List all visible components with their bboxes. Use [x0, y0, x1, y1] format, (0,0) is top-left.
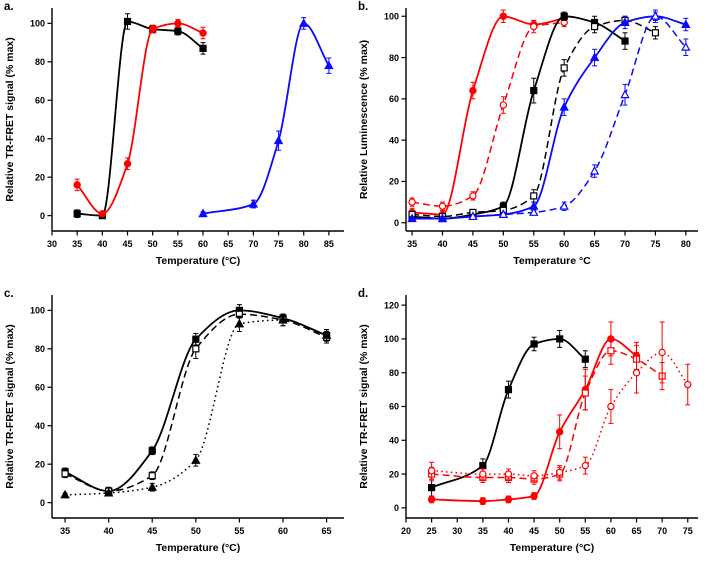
svg-text:70: 70	[620, 239, 630, 249]
svg-text:20: 20	[389, 177, 399, 187]
svg-text:55: 55	[580, 526, 590, 536]
svg-text:30: 30	[452, 526, 462, 536]
panel-a: a. 30 35 40 45 50 55 60 65 70 75 80 85 0 20 40 60 80 100 T…	[0, 0, 354, 287]
svg-text:35: 35	[407, 239, 417, 249]
svg-text:70: 70	[657, 526, 667, 536]
svg-text:0: 0	[40, 498, 45, 508]
svg-text:30: 30	[47, 239, 57, 249]
svg-text:100: 100	[384, 334, 399, 344]
svg-text:Temperature (°C): Temperature (°C)	[156, 255, 241, 267]
svg-text:40: 40	[104, 526, 114, 536]
panel-b: b. 35 40 45 50 55 60 65 70 75 80 0 20 40 60 80 100 Tempe…	[354, 0, 708, 287]
svg-text:50: 50	[191, 526, 201, 536]
svg-text:35: 35	[478, 526, 488, 536]
panel-b-label: b.	[358, 1, 369, 13]
panel-d: d. 20 25 30 35 40 45 50 55 60 65 70 75 0 20 40 60 80 100 1…	[354, 287, 708, 574]
svg-text:20: 20	[35, 172, 45, 182]
svg-text:35: 35	[72, 239, 82, 249]
svg-text:60: 60	[198, 239, 208, 249]
panel-b-chart: 35 40 45 50 55 60 65 70 75 80 0 20 40 60 80 100 Temperat…	[358, 8, 698, 267]
svg-text:0: 0	[394, 503, 399, 513]
svg-text:80: 80	[35, 344, 45, 354]
svg-text:65: 65	[223, 239, 233, 249]
svg-text:100: 100	[30, 19, 45, 29]
svg-text:45: 45	[468, 239, 478, 249]
svg-text:Relative Luminescence (% max): Relative Luminescence (% max)	[358, 40, 370, 199]
panel-a-label: a.	[4, 1, 14, 13]
panel-c-label: c.	[4, 288, 14, 300]
svg-text:Relative TR-FRET signal (% max: Relative TR-FRET signal (% max)	[358, 324, 370, 489]
svg-text:80: 80	[681, 239, 691, 249]
svg-text:60: 60	[606, 526, 616, 536]
svg-text:40: 40	[503, 526, 513, 536]
svg-text:0: 0	[394, 218, 399, 228]
svg-text:75: 75	[274, 239, 284, 249]
svg-text:40: 40	[437, 239, 447, 249]
svg-text:50: 50	[498, 239, 508, 249]
svg-text:45: 45	[123, 239, 133, 249]
svg-text:40: 40	[97, 239, 107, 249]
svg-text:55: 55	[234, 526, 244, 536]
svg-text:60: 60	[35, 382, 45, 392]
svg-text:50: 50	[555, 526, 565, 536]
svg-text:65: 65	[590, 239, 600, 249]
svg-text:Temperature (°C): Temperature (°C)	[510, 542, 595, 554]
svg-text:40: 40	[35, 421, 45, 431]
svg-text:45: 45	[147, 526, 157, 536]
svg-text:Relative TR-FRET signal (% max: Relative TR-FRET signal (% max)	[4, 37, 16, 202]
svg-text:120: 120	[384, 300, 399, 310]
svg-text:25: 25	[427, 526, 437, 536]
svg-text:Temperature °C: Temperature °C	[513, 255, 591, 267]
svg-text:Relative TR-FRET signal (% max: Relative TR-FRET signal (% max)	[4, 324, 16, 489]
svg-text:60: 60	[35, 95, 45, 105]
svg-text:0: 0	[40, 211, 45, 221]
svg-text:35: 35	[60, 526, 70, 536]
svg-text:55: 55	[529, 239, 539, 249]
svg-text:80: 80	[389, 368, 399, 378]
svg-text:80: 80	[35, 57, 45, 67]
svg-text:40: 40	[389, 135, 399, 145]
svg-text:20: 20	[401, 526, 411, 536]
svg-text:100: 100	[384, 11, 399, 21]
panel-c-chart: 35 40 45 50 55 60 65 0 20 40 60 80 100 Temperature (°…	[4, 295, 344, 554]
svg-text:60: 60	[278, 526, 288, 536]
svg-text:85: 85	[324, 239, 334, 249]
svg-text:40: 40	[389, 435, 399, 445]
svg-text:50: 50	[148, 239, 158, 249]
svg-text:55: 55	[173, 239, 183, 249]
panel-d-chart: 20 25 30 35 40 45 50 55 60 65 70 75 0 20 40 60 80 100 120 T…	[358, 295, 698, 554]
svg-text:65: 65	[632, 526, 642, 536]
panel-d-label: d.	[358, 288, 369, 300]
svg-text:80: 80	[299, 239, 309, 249]
svg-text:60: 60	[559, 239, 569, 249]
svg-text:Temperature (°C): Temperature (°C)	[156, 542, 241, 554]
svg-text:20: 20	[389, 469, 399, 479]
panel-a-chart: 30 35 40 45 50 55 60 65 70 75 80 85 0 20 40 60 80 100 Temp…	[4, 8, 344, 267]
svg-text:80: 80	[389, 53, 399, 63]
svg-text:60: 60	[389, 402, 399, 412]
svg-text:70: 70	[248, 239, 258, 249]
svg-text:40: 40	[35, 134, 45, 144]
svg-text:60: 60	[389, 94, 399, 104]
svg-text:65: 65	[322, 526, 332, 536]
svg-text:45: 45	[529, 526, 539, 536]
svg-text:75: 75	[650, 239, 660, 249]
svg-text:75: 75	[683, 526, 693, 536]
svg-text:20: 20	[35, 459, 45, 469]
svg-text:100: 100	[30, 306, 45, 316]
panel-c: c. 35 40 45 50 55 60 65 0 20 40 60 80 100 Temperature…	[0, 287, 354, 574]
